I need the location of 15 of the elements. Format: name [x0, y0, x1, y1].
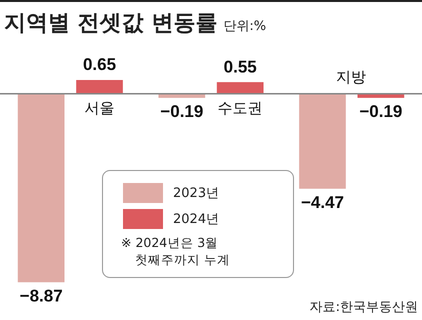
- x-tick-label: 수도권: [218, 99, 263, 118]
- chart-subtitle: 단위:%: [223, 19, 266, 34]
- legend-label: 2023년: [173, 185, 220, 202]
- data-label: −8.87: [20, 286, 63, 306]
- x-tick-label: 서울: [84, 99, 115, 118]
- data-label: −4.47: [300, 192, 344, 212]
- data-label: −0.19: [359, 102, 402, 122]
- legend-label: 2024년: [173, 211, 220, 228]
- data-label: 0.55: [224, 57, 257, 76]
- text: 자료:한국부동산원: [310, 299, 418, 316]
- chart-title: 지역별 전셋값 변동률: [4, 11, 218, 36]
- annotation: ※ 2024년은 3월 첫째주까지 누계: [120, 235, 231, 269]
- data-label: 0.65: [82, 55, 116, 74]
- data-label: −0.19: [160, 102, 204, 122]
- x-tick-label: 지방: [336, 68, 366, 86]
